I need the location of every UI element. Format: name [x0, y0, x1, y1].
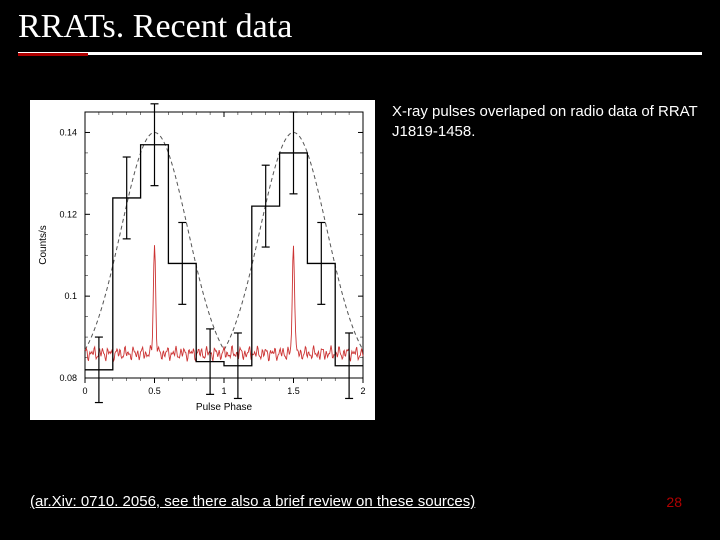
svg-text:0.5: 0.5: [148, 386, 161, 396]
svg-text:1: 1: [221, 386, 226, 396]
svg-text:0.08: 0.08: [59, 373, 77, 383]
pulse-phase-chart: 0 0.5 1 1.5 2 0.08 0.1 0.12 0.14 Pulse Phase Count…: [30, 100, 375, 420]
slide-title: RRATs. Recent data: [18, 8, 292, 45]
svg-text:Pulse Phase: Pulse Phase: [196, 402, 253, 413]
svg-text:0: 0: [82, 386, 87, 396]
svg-text:0.12: 0.12: [59, 209, 77, 219]
chart-caption: X-ray pulses overlaped on radio data of …: [392, 102, 702, 141]
chart-svg: 0 0.5 1 1.5 2 0.08 0.1 0.12 0.14 Pulse Phase Count…: [30, 100, 375, 420]
svg-text:1.5: 1.5: [287, 386, 300, 396]
page-number: 28: [666, 494, 682, 510]
svg-text:Counts/s: Counts/s: [38, 225, 49, 264]
title-bar: RRATs. Recent data: [18, 8, 702, 55]
svg-text:0.14: 0.14: [59, 127, 77, 137]
accent-underline: [18, 53, 88, 56]
svg-text:2: 2: [360, 386, 365, 396]
svg-text:0.1: 0.1: [64, 291, 77, 301]
citation-text: (ar.Xiv: 0710. 2056, see there also a br…: [30, 493, 475, 510]
